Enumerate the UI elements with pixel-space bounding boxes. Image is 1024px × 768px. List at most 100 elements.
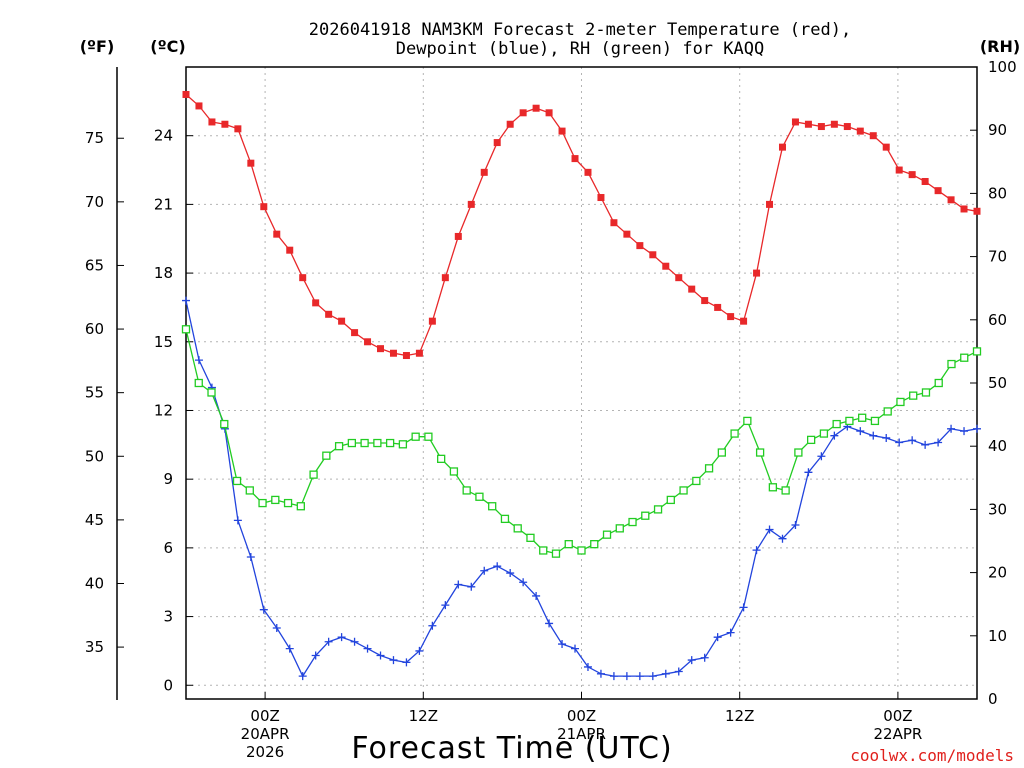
dewpoint-point bbox=[934, 438, 943, 447]
temperature-point bbox=[830, 120, 838, 128]
rh-point bbox=[972, 347, 982, 356]
rh-point bbox=[360, 438, 369, 448]
rh-point bbox=[500, 514, 510, 524]
temperature-point bbox=[208, 118, 216, 126]
temperature-point bbox=[636, 242, 644, 250]
rh-point bbox=[334, 442, 344, 451]
fahrenheit-unit-label: (ºF) bbox=[80, 37, 115, 56]
dewpoint-point bbox=[583, 662, 592, 671]
rh-point bbox=[858, 413, 867, 422]
dewpoint-point bbox=[700, 653, 709, 662]
temperature-point bbox=[701, 297, 709, 305]
dewpoint-point bbox=[376, 651, 385, 660]
celsius-tick-label: 15 bbox=[154, 333, 173, 351]
rh-tick-label: 50 bbox=[988, 374, 1007, 392]
temperature-point bbox=[778, 143, 786, 151]
dewpoint-point bbox=[311, 651, 320, 660]
fahrenheit-tick-label: 55 bbox=[85, 384, 104, 402]
dewpoint-series bbox=[182, 296, 981, 681]
rh-point bbox=[220, 419, 229, 429]
rh-point bbox=[411, 432, 420, 441]
rh-point bbox=[934, 378, 943, 388]
temperature-point bbox=[247, 159, 255, 167]
rh-point bbox=[539, 546, 548, 555]
celsius-tick-label: 0 bbox=[163, 676, 173, 694]
temperature-point bbox=[856, 127, 864, 135]
rh-point bbox=[692, 476, 701, 486]
dewpoint-point bbox=[895, 438, 904, 447]
temperature-point bbox=[234, 125, 242, 133]
temperature-point bbox=[610, 219, 618, 227]
dewpoint-point bbox=[609, 672, 618, 681]
dewpoint-point bbox=[558, 640, 567, 649]
rh-point bbox=[602, 530, 612, 539]
temperature-point bbox=[843, 123, 851, 131]
dewpoint-point bbox=[869, 431, 878, 440]
dewpoint-point bbox=[454, 580, 463, 589]
rh-point bbox=[947, 359, 956, 369]
dewpoint-point bbox=[908, 436, 917, 445]
dewpoint-point bbox=[571, 644, 580, 653]
temperature-point bbox=[364, 338, 372, 346]
rh-point bbox=[437, 454, 446, 463]
temperature-point bbox=[623, 230, 631, 238]
dewpoint-point bbox=[363, 644, 372, 653]
rh-point bbox=[960, 353, 969, 362]
temperature-point bbox=[869, 132, 877, 140]
fahrenheit-tick-label: 50 bbox=[85, 447, 104, 465]
rh-point bbox=[641, 511, 650, 520]
x-tick-label: 2026 bbox=[246, 743, 284, 761]
celsius-tick-label: 6 bbox=[163, 539, 173, 557]
celsius-unit-label: (ºC) bbox=[150, 37, 185, 56]
temperature-point bbox=[649, 251, 657, 259]
dewpoint-point bbox=[830, 431, 839, 440]
rh-point bbox=[424, 432, 433, 441]
temperature-point bbox=[753, 269, 761, 277]
dewpoint-point bbox=[182, 296, 190, 305]
dewpoint-point bbox=[506, 569, 515, 578]
rh-tick-label: 80 bbox=[988, 184, 1007, 202]
rh-point bbox=[488, 502, 497, 511]
dewpoint-point bbox=[674, 667, 683, 676]
dewpoint-point bbox=[739, 603, 748, 612]
fahrenheit-tick-label: 35 bbox=[85, 638, 104, 656]
dewpoint-point bbox=[441, 601, 450, 610]
celsius-tick-label: 18 bbox=[154, 264, 173, 282]
dewpoint-point bbox=[947, 424, 956, 433]
rh-point bbox=[768, 483, 778, 492]
celsius-tick-label: 12 bbox=[154, 401, 173, 419]
fahrenheit-tick-label: 60 bbox=[85, 320, 104, 338]
chart-title-line-1: 2026041918 NAM3KM Forecast 2-meter Tempe… bbox=[309, 20, 851, 40]
x-tick-label: 12Z bbox=[409, 707, 438, 725]
dewpoint-point bbox=[973, 424, 981, 433]
rh-point bbox=[845, 416, 854, 426]
rh-point bbox=[475, 492, 484, 501]
temperature-point bbox=[947, 196, 955, 204]
rh-point bbox=[564, 540, 573, 549]
rh-tick-label: 40 bbox=[988, 437, 1007, 455]
rh-point bbox=[309, 470, 318, 479]
temperature-point bbox=[299, 274, 307, 282]
dewpoint-point bbox=[480, 566, 489, 575]
rh-point bbox=[526, 533, 535, 542]
dewpoint-point bbox=[622, 672, 631, 681]
rh-point bbox=[513, 524, 522, 533]
temperature-point bbox=[597, 194, 605, 202]
temperature-point bbox=[882, 143, 890, 151]
rh-point bbox=[194, 378, 203, 388]
celsius-tick-label: 9 bbox=[163, 470, 173, 488]
plot-frame bbox=[185, 66, 978, 700]
rh-point bbox=[628, 517, 637, 527]
rh-series bbox=[181, 325, 982, 558]
rh-point bbox=[909, 391, 918, 400]
rh-tick-label: 0 bbox=[988, 690, 998, 708]
rh-point bbox=[870, 416, 880, 426]
chart-title: 2026041918 NAM3KM Forecast 2-meter Tempe… bbox=[309, 20, 851, 59]
dewpoint-point bbox=[856, 427, 865, 436]
dewpoint-point bbox=[687, 656, 696, 665]
temperature-point bbox=[195, 102, 203, 110]
rh-point bbox=[896, 397, 905, 407]
dewpoint-point bbox=[272, 624, 281, 633]
rh-tick-label: 100 bbox=[988, 58, 1017, 76]
